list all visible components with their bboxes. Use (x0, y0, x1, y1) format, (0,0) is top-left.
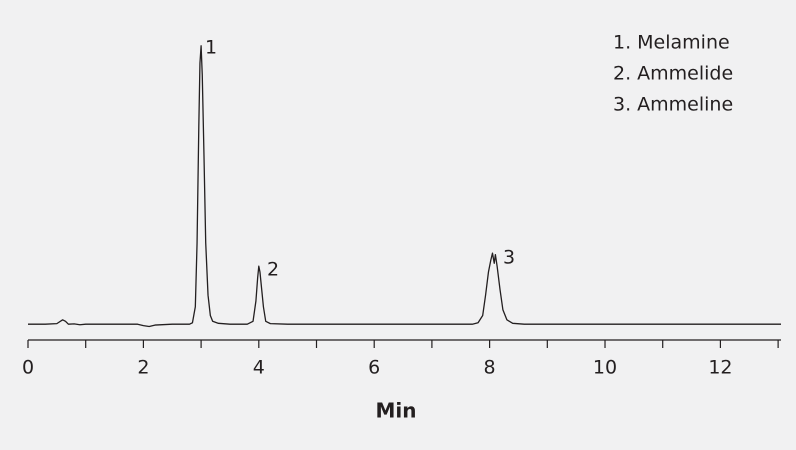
x-tick-label: 6 (368, 357, 380, 379)
x-tick-label: 4 (253, 357, 265, 379)
peak-label: 3 (503, 247, 515, 269)
legend-entry: 3. Ammeline (613, 94, 733, 116)
legend-entry: 1. Melamine (613, 32, 730, 54)
x-tick-label: 0 (22, 357, 34, 379)
legend-entry: 2. Ammelide (613, 63, 733, 85)
x-axis-title: Min (376, 399, 417, 423)
peak-label: 2 (267, 259, 279, 281)
x-tick-label: 8 (484, 357, 496, 379)
chromatogram-trace (28, 45, 781, 328)
x-tick-label: 10 (593, 357, 617, 379)
x-tick-label: 2 (137, 357, 149, 379)
peak-label: 1 (205, 37, 217, 59)
x-tick-label: 12 (708, 357, 732, 379)
